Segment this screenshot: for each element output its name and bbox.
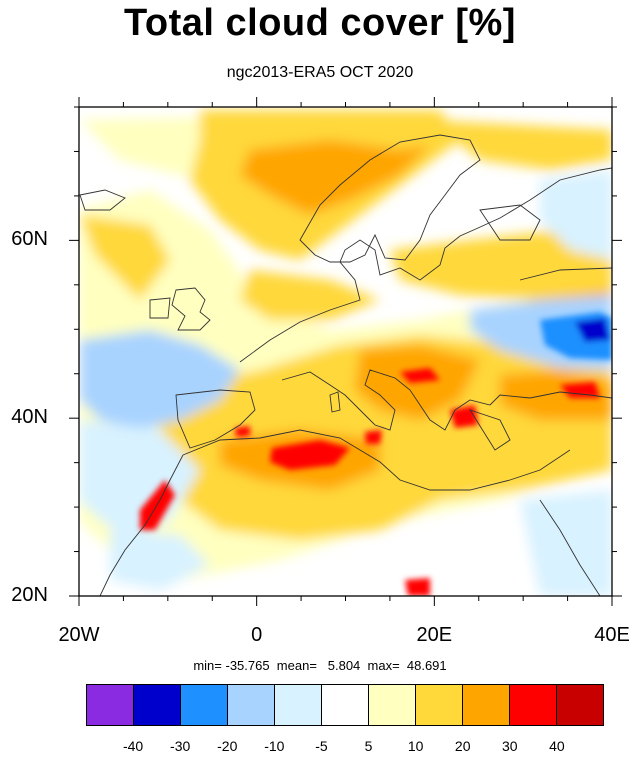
anomaly-field: [79, 110, 612, 596]
colorbar-label: 20: [454, 738, 471, 754]
x-tick-label: 20W: [58, 624, 100, 646]
anomaly-region: [500, 370, 612, 420]
anomaly-region: [80, 215, 170, 300]
anomaly-peak: [235, 426, 250, 437]
anomaly-region: [80, 330, 240, 430]
anomaly-region: [150, 335, 612, 540]
coastlines: [79, 134, 612, 596]
x-tick-label: 0: [251, 624, 263, 646]
colorbar-box: [275, 685, 322, 725]
chart-subtitle: ngc2013-ERA5 OCT 2020: [226, 64, 414, 81]
anomaly-peak: [405, 578, 430, 596]
x-tick-label: 40E: [594, 624, 630, 646]
anomaly-region: [110, 530, 210, 590]
colorbar-box: [557, 685, 603, 725]
anomaly-region: [240, 140, 430, 215]
y-tick-label: 40N: [11, 406, 48, 429]
colorbar-label: -30: [170, 738, 191, 754]
colorbar-label: -10: [264, 738, 285, 754]
axis-ticks: [69, 97, 622, 606]
anomaly-region: [540, 170, 612, 260]
colorbar-box: [510, 685, 557, 725]
anomaly-peak: [560, 382, 600, 398]
colorbar-label: -5: [315, 738, 328, 754]
colorbar-box: [416, 685, 463, 725]
x-tick-label: 20E: [416, 624, 453, 646]
colorbar-box: [369, 685, 416, 725]
anomaly-peak: [400, 368, 440, 383]
colorbar-label: -40: [122, 738, 144, 754]
colorbar-box: [87, 685, 134, 725]
anomaly-peak: [270, 440, 350, 470]
colorbar-label: 10: [407, 738, 424, 754]
y-tick-label: 60N: [11, 228, 48, 251]
colorbar-label: -20: [217, 738, 238, 754]
colorbar-label: 40: [549, 738, 565, 754]
colorbar-label: 5: [364, 738, 373, 754]
colorbar-box: [134, 685, 181, 725]
anomaly-peak: [575, 318, 610, 342]
colorbar-box: [463, 685, 510, 725]
colorbar-box: [322, 685, 369, 725]
anomaly-region: [430, 120, 612, 170]
anomaly-peaks: [140, 312, 612, 596]
colorbar: [86, 684, 604, 726]
stats-line: min= -35.765 mean= 5.804 max= 48.691: [193, 658, 447, 673]
anomaly-region: [520, 490, 612, 596]
colorbar-box: [181, 685, 228, 725]
anomaly-peak: [365, 430, 382, 444]
anomaly-region: [80, 420, 200, 540]
colorbar-box: [228, 685, 275, 725]
y-tick-label: 20N: [11, 584, 48, 606]
chart-title: Total cloud cover [%]: [124, 2, 516, 44]
anomaly-region: [240, 270, 380, 320]
colorbar-label: 30: [502, 738, 518, 754]
